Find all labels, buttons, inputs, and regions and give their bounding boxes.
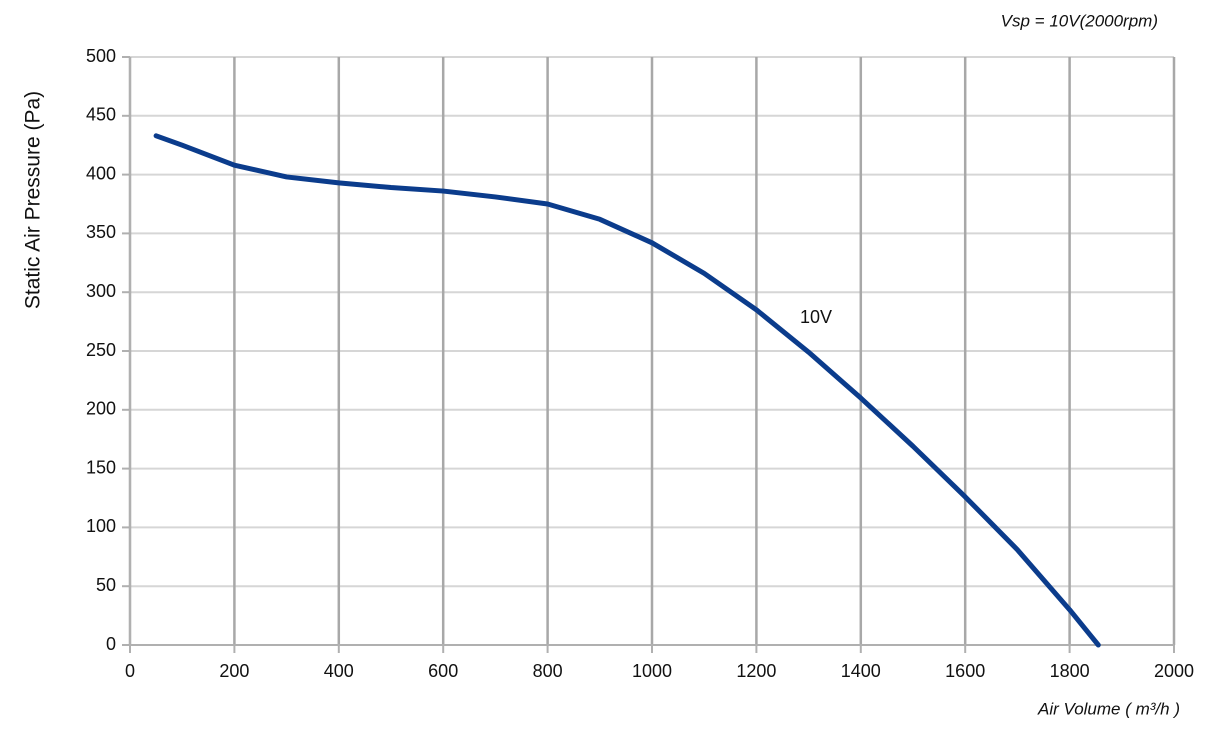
x-tick-label: 1200 xyxy=(736,661,776,681)
x-tick-label: 1600 xyxy=(945,661,985,681)
series-label: 10V xyxy=(800,307,832,327)
x-tick-label: 1800 xyxy=(1050,661,1090,681)
y-tick-label: 500 xyxy=(86,46,116,66)
y-tick-label: 50 xyxy=(96,575,116,595)
x-tick-label: 200 xyxy=(219,661,249,681)
y-tick-label: 150 xyxy=(86,457,116,477)
data-line xyxy=(153,133,1101,648)
y-tick-label: 250 xyxy=(86,340,116,360)
x-tick-label: 600 xyxy=(428,661,458,681)
y-tick-label: 350 xyxy=(86,222,116,242)
x-tick-label: 1000 xyxy=(632,661,672,681)
y-tick-label: 400 xyxy=(86,163,116,183)
chart-title: Vsp = 10V(2000rpm) xyxy=(1001,11,1158,30)
x-tick-label: 400 xyxy=(324,661,354,681)
y-tick-label: 0 xyxy=(106,634,116,654)
x-tick-label: 2000 xyxy=(1154,661,1194,681)
x-tick-label: 0 xyxy=(125,661,135,681)
y-tick-label: 100 xyxy=(86,516,116,536)
y-tick-label: 200 xyxy=(86,399,116,419)
y-axis-label: Static Air Pressure (Pa) xyxy=(22,91,45,309)
y-tick-label: 300 xyxy=(86,281,116,301)
y-tick-label: 450 xyxy=(86,105,116,125)
x-tick-label: 1400 xyxy=(841,661,881,681)
x-tick-label: 800 xyxy=(533,661,563,681)
x-axis-label: Air Volume ( m³/h ) xyxy=(1037,699,1180,718)
